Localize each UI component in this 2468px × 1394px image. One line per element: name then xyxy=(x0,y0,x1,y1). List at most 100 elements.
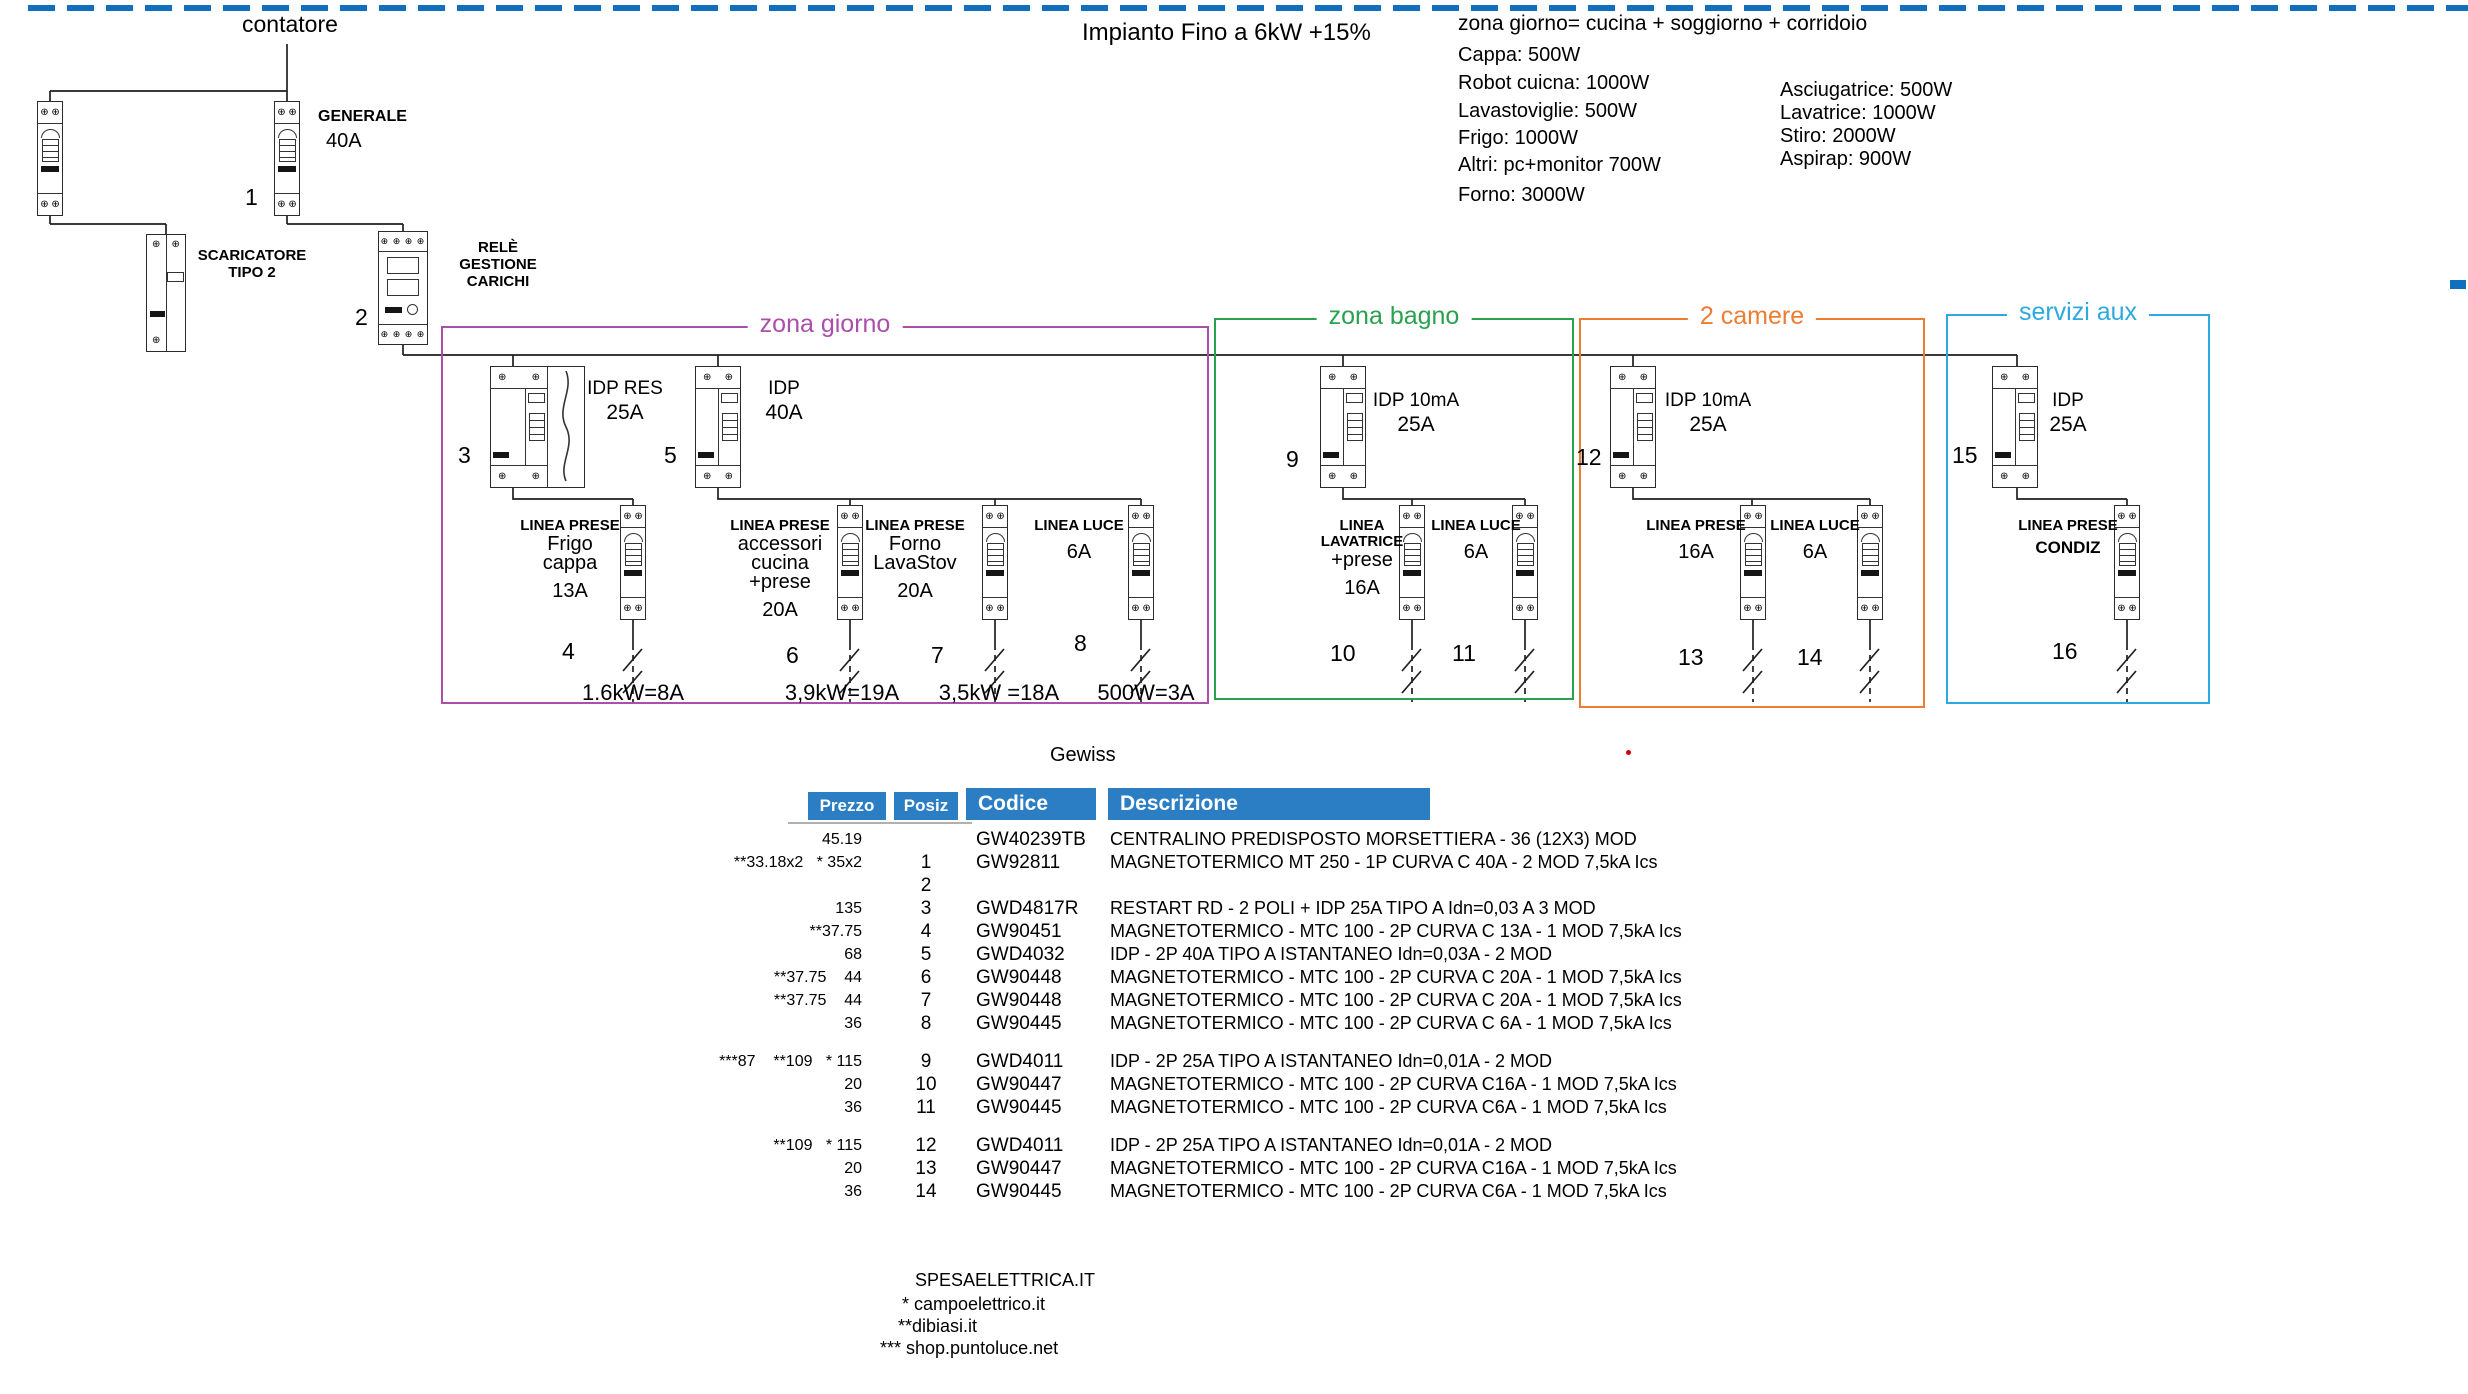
zone-title-giorno: zona giorno xyxy=(747,310,903,340)
load-item: Aspirap: 900W xyxy=(1780,148,1912,170)
cell-descrizione: MAGNETOTERMICO - MTC 100 - 2P CURVA C 6A… xyxy=(1110,1013,1672,1033)
position-number-9: 9 xyxy=(1286,446,1299,472)
breaker-8-device: ⊕ ⊕ ⊕ ⊕ xyxy=(1128,505,1154,620)
position-number-16: 16 xyxy=(2052,638,2078,664)
cell-posiz: 12 xyxy=(915,1134,937,1156)
table-row: 2 xyxy=(660,874,1770,897)
line-rating: 6A xyxy=(1802,541,1828,563)
screw-icons: ⊕ ⊕ xyxy=(38,102,62,124)
cell-prezzo: **109 * 115 xyxy=(773,1136,862,1154)
cell-descrizione: MAGNETOTERMICO MT 250 - 1P CURVA C 40A -… xyxy=(1110,852,1658,872)
cell-posiz: 14 xyxy=(915,1180,937,1202)
idp3-label-block: IDP RES 25A xyxy=(565,378,685,425)
line-type-label: LINEA PRESE xyxy=(865,517,965,534)
circuit-4-labels: LINEA PRESE Frigo cappa 13A xyxy=(495,518,645,603)
idp15-rating: 25A xyxy=(2049,412,2087,436)
cell-codice: GWD4011 xyxy=(976,1134,1064,1156)
line-rating: 6A xyxy=(1463,541,1489,563)
screw-icon: ⊕ xyxy=(498,470,507,482)
table-row: **109 * 115 12 GWD4011 IDP - 2P 25A TIPO A … xyxy=(660,1134,1770,1157)
screw-icons: ⊕ ⊕ xyxy=(1858,506,1882,528)
screw-icons: ⊕ ⊕ xyxy=(1513,506,1537,528)
cell-codice: GWD4032 xyxy=(976,943,1065,965)
idp9-label-block: IDP 10mA 25A xyxy=(1356,390,1476,437)
idp-9-device: ⊕ ⊕ ⊕ ⊕ xyxy=(1320,366,1366,488)
screw-icons: ⊕ ⊕ xyxy=(621,506,645,528)
idp-12-device: ⊕ ⊕ ⊕ ⊕ xyxy=(1610,366,1656,488)
table-spacer-row xyxy=(660,1035,1770,1050)
screw-icons: ⊕ ⊕ xyxy=(983,506,1007,528)
cell-codice: GW92811 xyxy=(976,851,1061,873)
spd-left-column: ⊕ ⊕ xyxy=(147,235,167,351)
cell-descrizione: MAGNETOTERMICO - MTC 100 - 2P CURVA C6A … xyxy=(1110,1097,1667,1117)
screw-icons: ⊕ ⊕ xyxy=(38,193,62,215)
screw-icons: ⊕ ⊕ ⊕ ⊕ xyxy=(379,324,427,344)
idp-5-device: ⊕ ⊕ ⊕ ⊕ xyxy=(695,366,741,488)
screw-icons: ⊕ ⊕ xyxy=(275,102,299,124)
screw-icon: ⊕ xyxy=(724,470,733,482)
screw-icons: ⊕ ⊕ ⊕ ⊕ xyxy=(379,232,427,252)
cell-descrizione: CENTRALINO PREDISPOSTO MORSETTIERA - 36 … xyxy=(1110,829,1637,849)
red-dot-mark xyxy=(1626,750,1631,755)
rele-gestione-carichi-label: RELÈ GESTIONE CARICHI xyxy=(459,239,537,290)
breaker-mechanism xyxy=(275,124,299,172)
load-item: Lavastoviglie: 500W xyxy=(1458,100,1637,122)
screw-icon: ⊕ xyxy=(531,371,540,383)
circuit-14-labels: LINEA LUCE 6A xyxy=(1740,518,1890,564)
cell-prezzo: ***87 **109 * 115 xyxy=(719,1052,862,1070)
screw-icon: ⊕ xyxy=(171,239,180,250)
idp3-label: IDP RES xyxy=(587,378,663,399)
line-type-label: LINEA PRESE xyxy=(730,517,830,534)
cell-descrizione: IDP - 2P 25A TIPO A ISTANTANEO Idn=0,01A… xyxy=(1110,1051,1553,1071)
circuit-11-labels: LINEA LUCE 6A xyxy=(1401,518,1551,564)
position-number-11: 11 xyxy=(1452,640,1476,666)
idp9-label: IDP 10mA xyxy=(1372,390,1460,411)
breaker-4-device: ⊕ ⊕ ⊕ ⊕ xyxy=(620,505,646,620)
cell-codice: GW90447 xyxy=(976,1073,1062,1095)
cell-descrizione: MAGNETOTERMICO - MTC 100 - 2P CURVA C 13… xyxy=(1110,921,1682,941)
cell-prezzo: **37.75 44 xyxy=(773,968,862,986)
screw-icon: ⊕ xyxy=(1328,371,1337,383)
cell-descrizione: MAGNETOTERMICO - MTC 100 - 2P CURVA C 20… xyxy=(1110,967,1682,987)
idp15-label: IDP xyxy=(2052,390,2084,411)
cell-codice: GWD4011 xyxy=(976,1050,1064,1072)
contatore-breaker-device: ⊕ ⊕ ⊕ ⊕ xyxy=(37,101,63,216)
cell-posiz: 2 xyxy=(920,874,932,896)
load-item: Stiro: 2000W xyxy=(1780,125,1896,147)
breaker-mechanism xyxy=(38,124,62,172)
circuit-7-labels: LINEA PRESE Forno LavaStov 20A xyxy=(840,518,990,603)
position-number-6: 6 xyxy=(786,642,799,668)
table-row: 135 3 GWD4817R RESTART RD - 2 POLI + IDP 25… xyxy=(660,897,1770,920)
column-header-descrizione: Descrizione xyxy=(1108,788,1430,820)
cell-prezzo: 36 xyxy=(844,1098,862,1116)
circuit-10-labels: LINEA LAVATRICE +prese 16A xyxy=(1287,518,1437,600)
screw-icon: ⊕ xyxy=(703,470,712,482)
screw-icon: ⊕ xyxy=(724,371,733,383)
cell-posiz: 5 xyxy=(920,943,932,965)
cell-posiz: 9 xyxy=(920,1050,932,1072)
screw-icons: ⊕ ⊕ xyxy=(1513,597,1537,619)
position-number-10: 10 xyxy=(1330,640,1356,666)
generale-rating: 40A xyxy=(326,130,362,152)
header-underline xyxy=(788,822,972,824)
column-header-posiz: Posiz xyxy=(894,792,958,820)
line-rating: 20A xyxy=(762,599,798,621)
cell-descrizione: MAGNETOTERMICO - MTC 100 - 2P CURVA C16A… xyxy=(1110,1074,1677,1094)
idp5-rating: 40A xyxy=(765,400,803,424)
load-item: Cappa: 500W xyxy=(1458,44,1581,66)
circuit-6-load: 3,9kW=19A xyxy=(784,680,900,705)
cell-posiz: 8 xyxy=(920,1012,932,1034)
idp-res-3-device: ⊕ ⊕ ⊕ ⊕ xyxy=(490,366,585,488)
cell-descrizione: MAGNETOTERMICO - MTC 100 - 2P CURVA C6A … xyxy=(1110,1181,1667,1201)
surge-protector-device: ⊕ ⊕ ⊕ xyxy=(146,234,186,352)
cell-prezzo: 68 xyxy=(844,945,862,963)
screw-icon: ⊕ xyxy=(531,470,540,482)
position-number-4: 4 xyxy=(562,638,575,664)
position-number-1: 1 xyxy=(245,184,258,210)
table-row: **37.75 4 GW90451 MAGNETOTERMICO - MTC 100 … xyxy=(660,920,1770,943)
cell-posiz: 1 xyxy=(920,851,932,873)
cell-codice: GW90445 xyxy=(976,1096,1062,1118)
breaker-16-device: ⊕ ⊕ ⊕ ⊕ xyxy=(2114,505,2140,620)
screw-icon: ⊕ xyxy=(1349,371,1358,383)
